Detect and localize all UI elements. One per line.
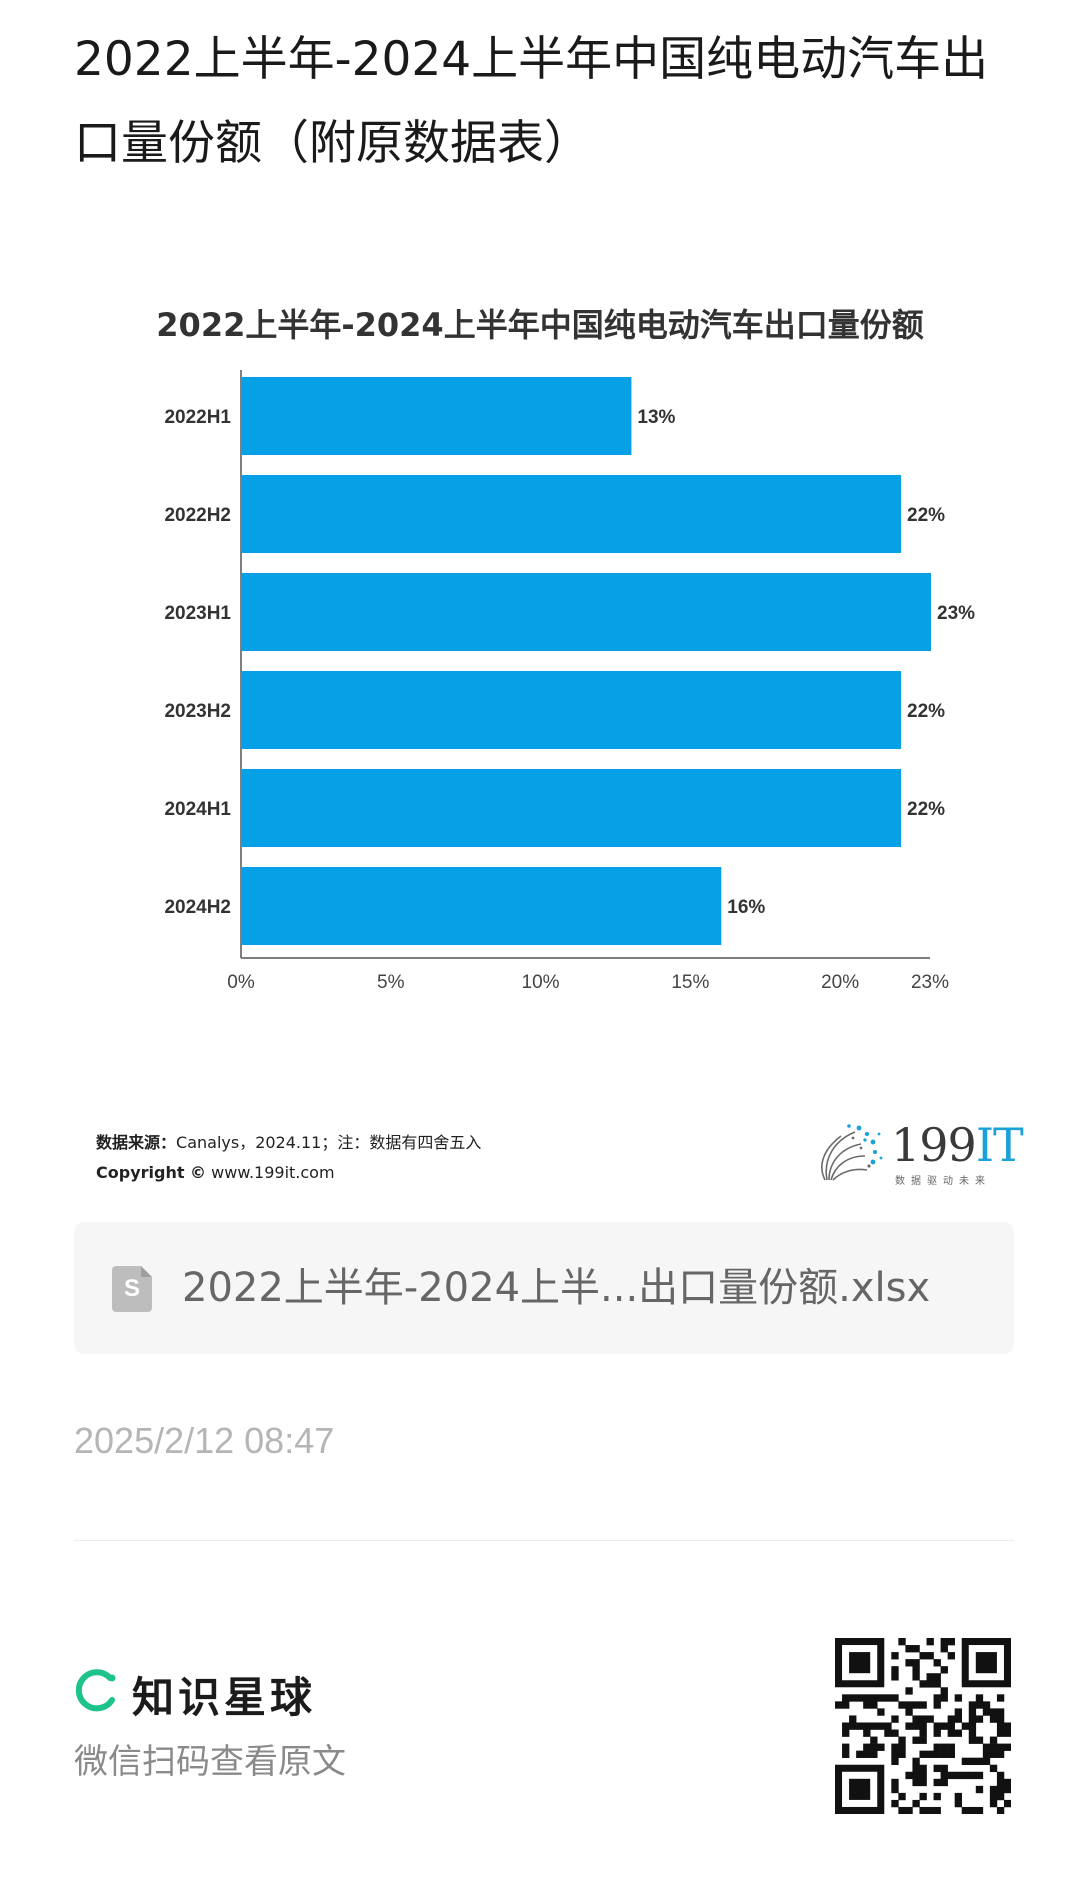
brand-tagline: 数据驱动未来: [895, 1176, 991, 1187]
category-label: 2024H1: [164, 799, 231, 820]
brand-name: 199IT: [891, 1118, 1024, 1172]
category-label: 2022H2: [164, 505, 231, 526]
source-label: 数据来源：: [96, 1133, 177, 1152]
attachment-file-name[interactable]: 2022上半年-2024上半...出口量份额.xlsx: [182, 1265, 931, 1311]
bar-2024h2: [242, 867, 722, 945]
footer-scan-hint: 微信扫码查看原文: [74, 1742, 346, 1782]
brand-logo: 199IT 数据驱动未来: [815, 1118, 1024, 1188]
x-tick-label: 10%: [522, 972, 560, 993]
dandelion-logo-icon: [821, 1124, 883, 1181]
attachment-file-card[interactable]: S 2022上半年-2024上半...出口量份额.xlsx: [74, 1222, 1014, 1354]
post-timestamp: 2025/2/12 08:47: [74, 1420, 335, 1461]
chart-card: 2022上半年-2024上半年中国纯电动汽车出口量份额 2022H1 13% 2022…: [74, 280, 1006, 1210]
post-title: 2022上半年-2024上半年中国纯电动汽车出口量份额（附原数据表）: [74, 32, 989, 171]
spreadsheet-file-icon: S: [112, 1266, 152, 1312]
data-label: 22%: [907, 701, 945, 722]
x-tick-label: 15%: [671, 972, 709, 993]
data-label: 13%: [637, 407, 675, 428]
x-tick-label: 23%: [911, 972, 949, 993]
category-label: 2022H1: [164, 407, 231, 428]
data-label: 16%: [727, 897, 765, 918]
source-text: Canalys，2024.11；注：数据有四舍五入: [176, 1133, 482, 1152]
bar-2023h2: [242, 671, 902, 749]
category-label: 2023H2: [164, 701, 231, 722]
bar-2022h1: [242, 377, 632, 455]
bar-chart: 2022上半年-2024上半年中国纯电动汽车出口量份额 2022H1 13% 2022…: [156, 306, 975, 993]
chart-title: 2022上半年-2024上半年中国纯电动汽车出口量份额: [156, 306, 923, 344]
category-label: 2024H2: [164, 897, 231, 918]
bar-2024h1: [242, 769, 902, 847]
x-tick-label: 20%: [821, 972, 859, 993]
divider: [74, 1540, 1014, 1541]
source-note: 数据来源：Canalys，2024.11；注：数据有四舍五入 Copyright…: [96, 1128, 481, 1188]
bar-2022h2: [242, 475, 902, 553]
x-tick-label: 0%: [227, 972, 255, 993]
zsxq-logo-icon: [75, 1669, 116, 1712]
data-label: 23%: [937, 603, 975, 624]
copyright-label: Copyright ©: [96, 1163, 207, 1182]
data-label: 22%: [907, 799, 945, 820]
data-label: 22%: [907, 505, 945, 526]
bar-2023h1: [242, 573, 931, 651]
category-label: 2023H1: [164, 603, 231, 624]
x-tick-label: 5%: [377, 972, 405, 993]
copyright-url: www.199it.com: [211, 1163, 335, 1182]
footer-brand-name: 知识星球: [132, 1673, 317, 1722]
qr-code-icon[interactable]: [835, 1638, 1011, 1814]
